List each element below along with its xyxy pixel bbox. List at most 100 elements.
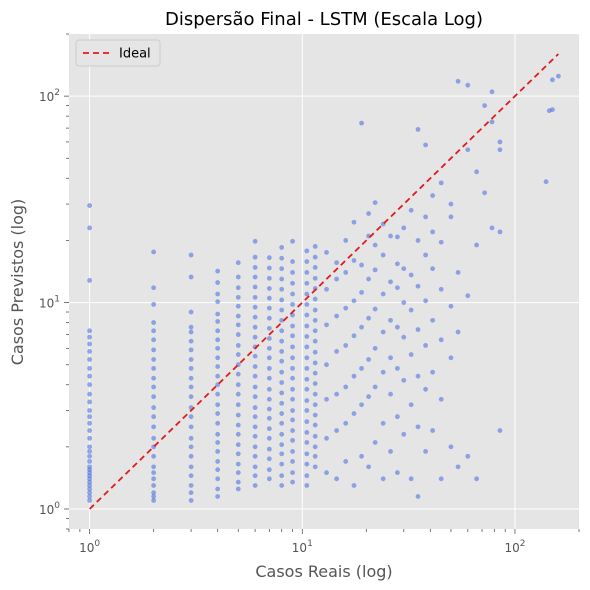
scatter-point [266,426,272,432]
scatter-point [188,324,194,330]
scatter-point [266,305,272,311]
scatter-point [550,77,555,83]
scatter-point [252,424,258,430]
scatter-point [87,391,93,397]
scatter-point [343,270,349,275]
scatter-point [252,433,258,439]
scatter-point [279,420,285,426]
scatter-point [448,444,454,450]
scatter-point [455,464,461,470]
scatter-point [235,322,241,328]
scatter-point [304,270,310,275]
scatter-point [415,283,421,289]
scatter-point [266,467,272,473]
scatter-point [395,261,400,267]
scatter-point [555,73,561,79]
ideal-line-group [88,53,560,510]
scatter-point [430,266,436,272]
scatter-point [279,431,285,437]
scatter-point [408,476,414,482]
scatter-point [312,296,318,302]
scatter-point [304,430,310,435]
scatter-point [359,324,364,330]
y-tick-label: 101 [39,295,60,311]
scatter-point [290,301,295,307]
scatter-point [235,479,241,485]
scatter-point [266,295,272,301]
scatter-point [215,328,221,334]
scatter-point [324,435,329,441]
scatter-point [401,334,407,340]
scatter-point [266,446,272,452]
scatter-point [312,453,318,459]
scatter-point [497,229,503,235]
scatter-point [235,343,241,348]
legend: Ideal [75,39,161,67]
scatter-point [87,382,93,388]
scatter-point [188,357,194,362]
scatter-point [279,266,285,272]
scatter-point [235,313,241,319]
y-tick-label: 100 [39,501,60,517]
scatter-point [252,473,258,479]
scatter-point [290,333,295,339]
scatter-point [334,276,340,282]
scatter-point [351,258,357,263]
scatter-point [252,483,258,488]
scatter-point [304,280,310,286]
grid-lines [69,34,579,529]
scatter-point [401,300,407,305]
scatter-point [304,440,310,445]
scatter-point [343,305,349,311]
scatter-point [380,252,386,258]
scatter-point [359,365,364,371]
scatter-point [252,444,258,450]
scatter-point [334,391,340,397]
scatter-point [215,268,221,274]
scatter-point [188,453,194,459]
x-axis-label: Casos Reais (log) [255,562,392,581]
scatter-point [87,373,93,379]
scatter-point [388,233,393,239]
scatter-point [423,214,428,220]
scatter-point [215,337,221,343]
scatter-point [188,394,194,400]
scatter-point [351,373,357,379]
scatter-point [235,422,241,428]
scatter-point [188,435,194,441]
scatter-point [266,386,272,392]
scatter-point [304,365,310,371]
scatter-point [235,332,241,337]
scatter-point [215,319,221,324]
scatter-point [235,303,241,309]
scatter-point [438,239,444,245]
scatter-point [266,336,272,341]
scatter-point [423,252,428,258]
scatter-point [235,470,241,476]
scatter-point [235,352,241,357]
scatter-point [489,119,495,125]
scatter-point [279,349,285,354]
scatter-point [279,297,285,303]
scatter-point [290,408,295,413]
scatter-point [408,207,414,213]
scatter-point [465,147,471,153]
scatter-point [215,449,221,454]
scatter-point [87,444,93,450]
scatter-point [279,255,285,261]
scatter-point [279,328,285,334]
scatter-point [87,278,93,283]
scatter-point [151,470,157,476]
scatter-point [252,274,258,280]
scatter-point [215,476,221,482]
scatter-point [290,270,295,275]
scatter-point [359,290,364,295]
scatter-point [304,461,310,467]
scatter-point [151,347,157,353]
scatter-point [388,449,393,454]
scatter-point [266,325,272,331]
scatter-point [151,365,157,371]
scatter-point [279,286,285,292]
scatter-point [188,473,194,479]
scatter-point [489,89,495,95]
